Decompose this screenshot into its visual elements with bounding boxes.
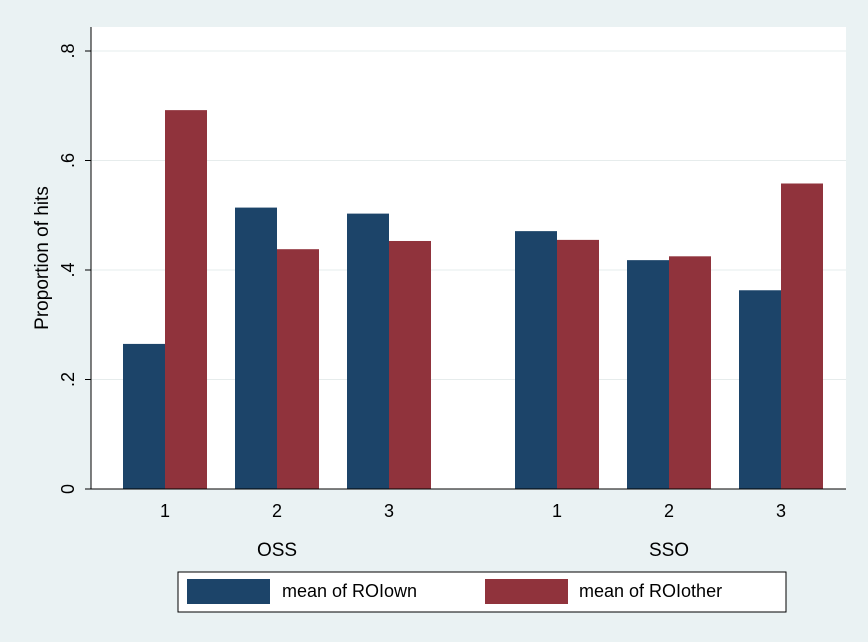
y-tick-label: .8 [58, 43, 78, 58]
bar [123, 343, 165, 489]
legend-label: mean of ROIother [579, 581, 722, 601]
y-tick-label: .4 [58, 262, 78, 277]
x-tick-label: 3 [384, 501, 394, 521]
bar [347, 213, 389, 490]
y-axis-label: Proportion of hits [32, 186, 53, 330]
bar [781, 183, 823, 489]
legend: mean of ROIown mean of ROIother [177, 571, 787, 613]
bar [235, 207, 277, 489]
y-tick-label: 0 [58, 484, 78, 494]
legend-swatch [187, 579, 270, 604]
bar [669, 256, 711, 489]
legend-label: mean of ROIown [282, 581, 417, 601]
x-tick-label: 3 [776, 501, 786, 521]
x-tick-label: 2 [664, 501, 674, 521]
bar [515, 231, 557, 489]
bar [389, 240, 431, 489]
bar [557, 239, 599, 489]
legend-swatch [485, 579, 568, 604]
y-tick-label: .2 [58, 372, 78, 387]
x-tick-label: 1 [160, 501, 170, 521]
bar [165, 110, 207, 489]
group-label: OSS [257, 540, 297, 561]
group-label: SSO [649, 540, 689, 561]
x-tick-label: 1 [552, 501, 562, 521]
x-tick-label: 2 [272, 501, 282, 521]
plot-area [91, 27, 846, 489]
y-tick-label: .6 [58, 153, 78, 168]
bar [627, 260, 669, 489]
bar [277, 249, 319, 489]
legend-box [177, 571, 787, 613]
bar [739, 290, 781, 489]
